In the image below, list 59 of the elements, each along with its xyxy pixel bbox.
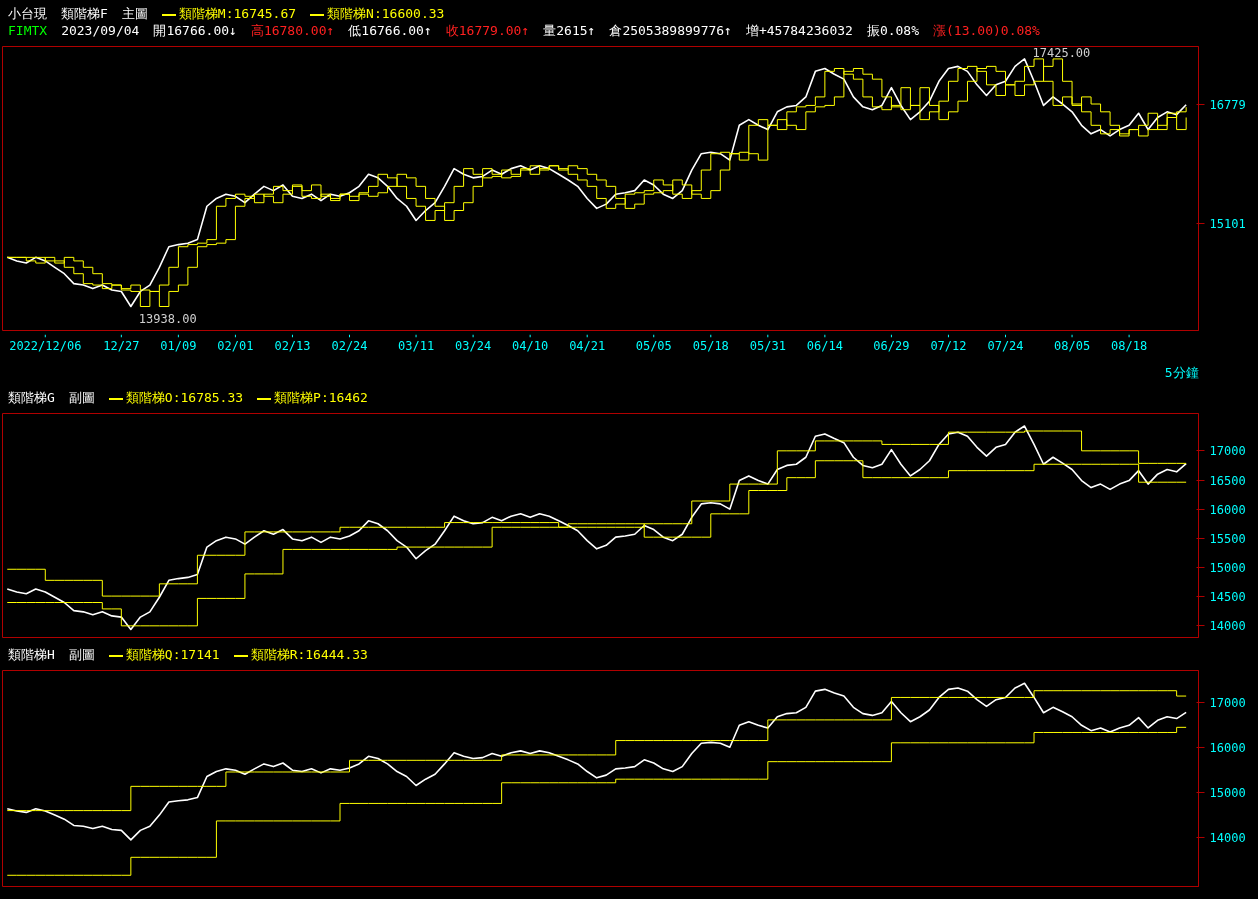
text: 增+45784236032 (745, 23, 853, 38)
annotation: 17425.00 (1032, 45, 1091, 60)
legend-label: 類階梯O:16785.33 (125, 390, 244, 405)
x-tick-label: 05/31 (749, 339, 786, 353)
x-tick-label: 05/05 (635, 339, 672, 353)
x-tick-label: 03/11 (398, 339, 435, 353)
y-tick-label: 14000 (1209, 619, 1246, 634)
legend-label: 類階梯Q:17141 (125, 647, 220, 662)
chart-title: 類階梯H (8, 647, 55, 662)
x-tick-label: 07/24 (987, 339, 1024, 353)
x-tick-label: 07/12 (930, 339, 967, 353)
text: 低16766.00↑ (348, 23, 432, 38)
y-tick-label: 16500 (1209, 473, 1246, 488)
text: 高16780.00↑ (250, 23, 335, 38)
text: FIMTX (8, 23, 48, 38)
y-tick-label: 15000 (1209, 561, 1246, 575)
text: 開16766.00↓ (153, 23, 237, 38)
x-tick-label: 04/10 (512, 339, 549, 353)
text: 振0.08% (866, 23, 920, 38)
chart-subtitle: 副圖 (68, 390, 95, 405)
y-tick-label: 16000 (1209, 740, 1246, 755)
chart-subtitle: 類階梯F (61, 6, 108, 21)
x-tick-label: 04/21 (569, 339, 606, 353)
y-tick-label: 15101 (1209, 217, 1246, 232)
chart-title: 小台現 (8, 6, 47, 21)
x-tick-label: 12/27 (103, 339, 140, 353)
y-tick-label: 16000 (1209, 502, 1246, 517)
legend-label: 類階梯M:16745.67 (178, 6, 297, 21)
x-tick-label: 02/01 (217, 339, 254, 353)
text: 收16779.00↑ (445, 23, 530, 38)
x-tick-label: 2022/12/06 (9, 339, 82, 353)
x-tick-label: 08/18 (1111, 339, 1148, 353)
annotation: 13938.00 (138, 311, 197, 326)
text: 倉2505389899776↑ (609, 23, 732, 38)
x-tick-label: 01/09 (160, 339, 197, 353)
y-tick-label: 15000 (1209, 785, 1246, 800)
y-tick-label: 14000 (1209, 830, 1246, 845)
chart-subtitle: 副圖 (68, 647, 95, 662)
x-tick-label: 02/24 (331, 339, 368, 353)
y-tick-label: 17000 (1209, 444, 1246, 459)
x-axis-title: 5分鐘 (1164, 364, 1199, 380)
legend-label: 類階梯R:16444.33 (250, 647, 368, 662)
text: 2023/09/04 (61, 23, 140, 38)
x-tick-label: 06/29 (873, 339, 910, 353)
chart-title: 類階梯G (8, 390, 55, 405)
y-tick-label: 14500 (1209, 590, 1246, 605)
text: 主圖 (121, 6, 148, 21)
legend-label: 類階梯N:16600.33 (327, 6, 445, 21)
legend-label: 類階梯P:16462 (274, 390, 368, 405)
x-tick-label: 08/05 (1053, 339, 1091, 353)
x-tick-label: 06/14 (806, 339, 843, 353)
text: 漲(13.00)0.08% (933, 23, 1040, 38)
x-tick-label: 03/24 (455, 339, 492, 353)
y-tick-label: 17000 (1209, 695, 1246, 710)
y-tick-label: 16779 (1209, 98, 1246, 113)
y-tick-label: 15500 (1209, 531, 1246, 546)
x-tick-label: 02/13 (274, 339, 311, 353)
x-tick-label: 05/18 (692, 339, 729, 353)
text: 量2615↑ (543, 23, 596, 38)
